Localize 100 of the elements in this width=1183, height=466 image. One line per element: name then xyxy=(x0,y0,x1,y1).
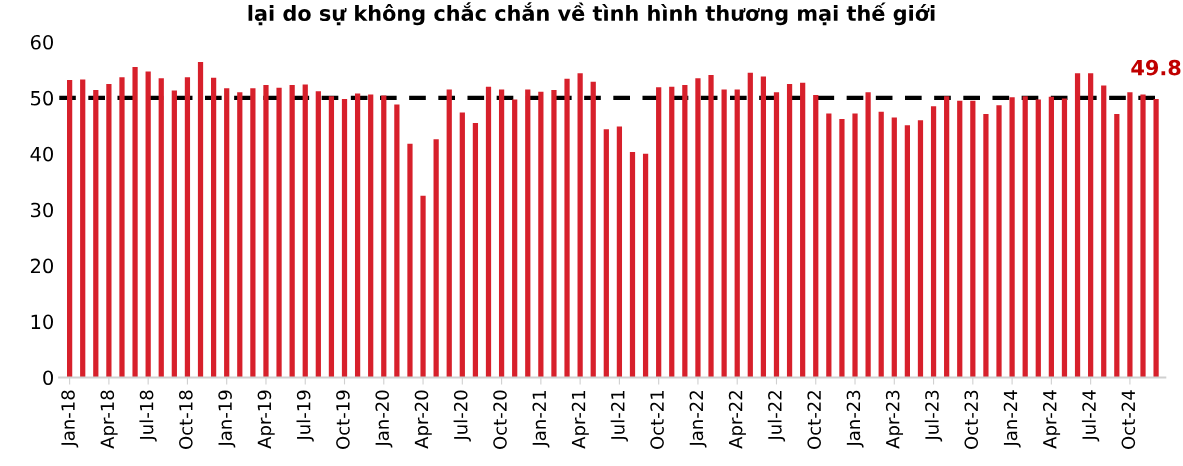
bar xyxy=(472,123,479,378)
bar xyxy=(433,139,439,378)
x-tick-label: Jan-18 xyxy=(61,390,79,448)
bar xyxy=(682,85,688,378)
bar xyxy=(354,93,361,378)
y-tick-label: 40 xyxy=(30,146,53,162)
bar xyxy=(813,95,819,378)
x-tick-label: Oct-23 xyxy=(964,390,979,449)
bar xyxy=(184,77,191,378)
bar xyxy=(1114,114,1120,378)
bar xyxy=(642,153,649,378)
bar xyxy=(381,95,387,378)
bar xyxy=(786,83,793,378)
bar xyxy=(1048,96,1054,378)
bar xyxy=(957,100,963,378)
x-tick-label: Jul-18 xyxy=(139,390,157,442)
y-tick-label: 50 xyxy=(31,90,53,106)
x-tick-label: Apr-19 xyxy=(257,390,275,449)
bar xyxy=(158,78,164,378)
bar xyxy=(328,96,335,378)
x-tick-label: Oct-19 xyxy=(336,390,350,449)
x-tick-label: Apr-18 xyxy=(100,390,118,449)
x-tick-label: Apr-22 xyxy=(728,391,746,449)
bar xyxy=(970,100,976,378)
bar xyxy=(459,112,465,378)
bar xyxy=(93,90,99,378)
bar xyxy=(708,74,714,378)
bar xyxy=(734,89,740,378)
bar xyxy=(983,114,989,378)
bar xyxy=(616,126,623,378)
bar xyxy=(826,113,832,378)
x-tick-label: Jul-21 xyxy=(610,390,628,442)
bar xyxy=(577,73,583,378)
bar xyxy=(446,89,452,378)
bar xyxy=(538,91,544,378)
bar xyxy=(891,117,897,378)
bar xyxy=(145,71,151,378)
x-tick-label: Jan-20 xyxy=(375,390,393,448)
bar xyxy=(1022,96,1028,378)
x-tick-label: Jan-21 xyxy=(532,390,550,448)
bar xyxy=(1140,94,1146,378)
x-tick-label: Oct-22 xyxy=(807,391,821,449)
data-label: 49.8 xyxy=(1131,59,1181,76)
bar xyxy=(1101,85,1107,378)
x-tick-label: Apr-24 xyxy=(1042,390,1061,449)
bar xyxy=(210,77,217,378)
bar xyxy=(485,86,492,378)
bar xyxy=(603,129,609,378)
y-tick-label: 60 xyxy=(30,34,53,50)
bar xyxy=(1127,92,1133,378)
bar xyxy=(394,104,400,378)
bar xyxy=(930,106,937,378)
bar xyxy=(1088,73,1094,378)
x-tick-label: Oct-21 xyxy=(650,390,664,449)
bar xyxy=(852,113,858,378)
x-tick-label: Jan-24 xyxy=(1003,390,1021,448)
bar xyxy=(315,91,321,378)
bar xyxy=(695,78,701,378)
bar xyxy=(590,81,596,378)
bar xyxy=(629,152,636,378)
y-tick-label: 10 xyxy=(31,314,53,330)
x-tick-label: Oct-20 xyxy=(493,390,507,449)
bar xyxy=(800,82,806,378)
bar xyxy=(250,88,256,378)
x-tick-label: Apr-21 xyxy=(571,390,589,449)
bar xyxy=(106,83,112,378)
x-tick-label: Jul-22 xyxy=(767,391,786,442)
bar xyxy=(917,120,924,378)
bar xyxy=(237,92,243,378)
x-tick-label: Apr-20 xyxy=(414,390,432,449)
x-tick-label: Jul-20 xyxy=(453,390,471,442)
bar xyxy=(67,79,73,378)
x-tick-label: Jan-22 xyxy=(689,391,707,448)
bar xyxy=(747,72,753,378)
x-tick-label: Jan-19 xyxy=(218,390,236,448)
bar xyxy=(1061,98,1068,378)
bar xyxy=(721,89,727,378)
bar xyxy=(420,195,426,378)
x-tick-label: Apr-23 xyxy=(885,390,904,449)
y-tick-label: 30 xyxy=(31,202,53,218)
bar xyxy=(224,88,230,378)
bar xyxy=(839,119,845,378)
bar xyxy=(669,86,675,378)
bar xyxy=(1153,98,1159,378)
chart-title: lại do sự không chắc chắn về tình hình thương mại thế giới xyxy=(248,2,935,26)
bar xyxy=(1074,73,1081,378)
bar xyxy=(263,85,269,378)
bar xyxy=(368,94,374,378)
bar xyxy=(1009,97,1015,378)
bar xyxy=(564,78,570,378)
bar xyxy=(525,89,531,378)
bar xyxy=(878,111,884,378)
bar xyxy=(341,98,348,378)
bar xyxy=(407,143,413,378)
x-tick-label: Oct-18 xyxy=(179,390,193,449)
bar xyxy=(289,85,295,378)
x-tick-label: Oct-24 xyxy=(1121,390,1136,449)
bar xyxy=(80,79,86,378)
bar xyxy=(276,87,282,378)
bar xyxy=(996,105,1002,378)
